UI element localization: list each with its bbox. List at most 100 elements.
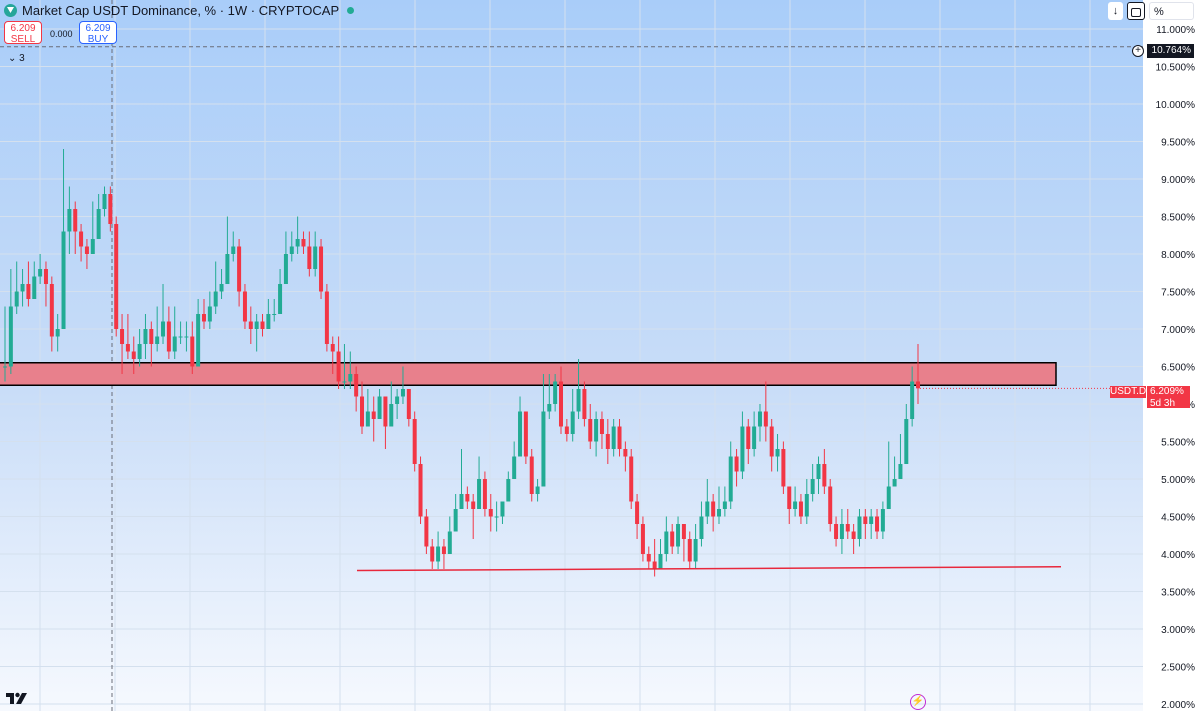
candle-body — [705, 501, 710, 517]
candle-body — [8, 306, 13, 367]
candle-body — [711, 501, 716, 517]
candle-body — [336, 351, 341, 382]
fullscreen-button[interactable] — [1127, 2, 1145, 20]
candle-body — [629, 456, 634, 502]
symbol-label: USDT.D — [1110, 386, 1147, 398]
spread-value: 0.000 — [50, 29, 73, 39]
candle-body — [161, 321, 166, 337]
candle-body — [79, 231, 84, 247]
candle-body — [26, 284, 31, 299]
candle-body — [84, 246, 89, 254]
candle-body — [278, 284, 283, 314]
candle-body — [798, 501, 803, 517]
y-tick-label: 9.000% — [1161, 175, 1195, 186]
candle-body — [623, 449, 628, 457]
candle-body — [500, 501, 505, 517]
add-alert-plus-icon[interactable]: + — [1132, 45, 1144, 57]
chevron-down-icon: ⌄ — [8, 53, 17, 64]
candle-body — [120, 329, 125, 344]
candle-body — [757, 411, 762, 427]
candle-body — [400, 389, 405, 397]
candle-body — [289, 246, 294, 254]
tether-logo-icon — [4, 4, 17, 17]
candle-body — [377, 396, 382, 419]
candle-body — [73, 209, 78, 232]
candle-body — [617, 426, 622, 449]
fullscreen-icon — [1131, 7, 1141, 17]
candle-body — [822, 464, 827, 487]
y-tick-label: 9.500% — [1161, 138, 1195, 149]
candle-body — [196, 314, 201, 367]
sell-button[interactable]: 6.209 SELL — [4, 21, 42, 45]
candle-body — [32, 276, 37, 299]
candle-body — [816, 464, 821, 479]
candle-body — [301, 239, 306, 247]
y-tick-label: 10.500% — [1156, 63, 1196, 74]
candle-body — [14, 291, 19, 307]
candle-body — [383, 396, 388, 427]
candlestick-chart[interactable] — [0, 0, 1143, 711]
candle-body — [518, 411, 523, 457]
candle-body — [564, 426, 569, 434]
candle-body — [149, 329, 154, 344]
candle-body — [910, 381, 915, 419]
candle-body — [131, 351, 136, 359]
candle-body — [412, 419, 417, 464]
candle-body — [237, 246, 242, 292]
sell-label: SELL — [10, 34, 36, 45]
candle-body — [406, 389, 411, 419]
candle-body — [535, 486, 540, 494]
candle-body — [599, 419, 604, 434]
candle-body — [441, 546, 446, 554]
candle-body — [810, 479, 815, 494]
candle-body — [242, 291, 247, 322]
candle-body — [775, 449, 780, 457]
candle-body — [418, 464, 423, 517]
candle-body — [570, 411, 575, 434]
chart-header: Market Cap USDT Dominance, % · 1W · CRYP… — [4, 3, 355, 18]
candle-body — [834, 524, 839, 539]
candle-body — [646, 554, 651, 562]
resistance-zone — [0, 362, 1057, 386]
candle-body — [365, 411, 370, 427]
candle-body — [494, 516, 499, 518]
chart-title: Market Cap USDT Dominance, % · 1W · CRYP… — [22, 3, 340, 18]
y-tick-label: 11.000% — [1156, 25, 1195, 36]
lightning-icon[interactable]: ⚡ — [910, 694, 926, 710]
scale-mode-label: % — [1154, 6, 1164, 18]
candle-body — [436, 546, 441, 562]
y-tick-label: 5.500% — [1161, 438, 1195, 449]
tradingview-logo-icon[interactable] — [6, 691, 30, 705]
candle-body — [137, 344, 142, 359]
chart-area[interactable] — [0, 0, 1143, 711]
candle-body — [787, 486, 792, 509]
candle-body — [635, 501, 640, 524]
candle-body — [916, 381, 920, 389]
scale-mode-button[interactable]: % — [1149, 2, 1194, 20]
candle-body — [804, 494, 809, 517]
candle-body — [482, 479, 487, 509]
candle-body — [283, 254, 288, 284]
candle-body — [360, 396, 365, 427]
candle-body — [676, 524, 681, 547]
candle-body — [693, 539, 698, 562]
buy-button[interactable]: 6.209 BUY — [79, 21, 117, 45]
candle-body — [102, 194, 107, 209]
candle-body — [38, 269, 43, 277]
indicators-toggle[interactable]: ⌄ 3 — [8, 53, 25, 64]
last-price-value: 6.209% — [1150, 386, 1184, 397]
candle-body — [547, 404, 552, 412]
y-tick-label: 6.500% — [1161, 363, 1195, 374]
candle-body — [213, 291, 218, 307]
candle-body — [793, 501, 798, 509]
price-scale[interactable]: 2.000% 2.500% 3.000% 3.500% 4.000% 4.500% 5.00… — [1143, 0, 1200, 711]
candle-body — [576, 389, 581, 412]
candle-body — [254, 321, 259, 329]
candle-body — [611, 426, 616, 449]
candle-body — [348, 374, 353, 382]
candle-body — [763, 411, 768, 427]
candle-body — [869, 516, 874, 524]
candle-body — [781, 449, 786, 487]
scroll-down-button[interactable]: ↓ — [1108, 2, 1123, 20]
candle-body — [740, 426, 745, 472]
